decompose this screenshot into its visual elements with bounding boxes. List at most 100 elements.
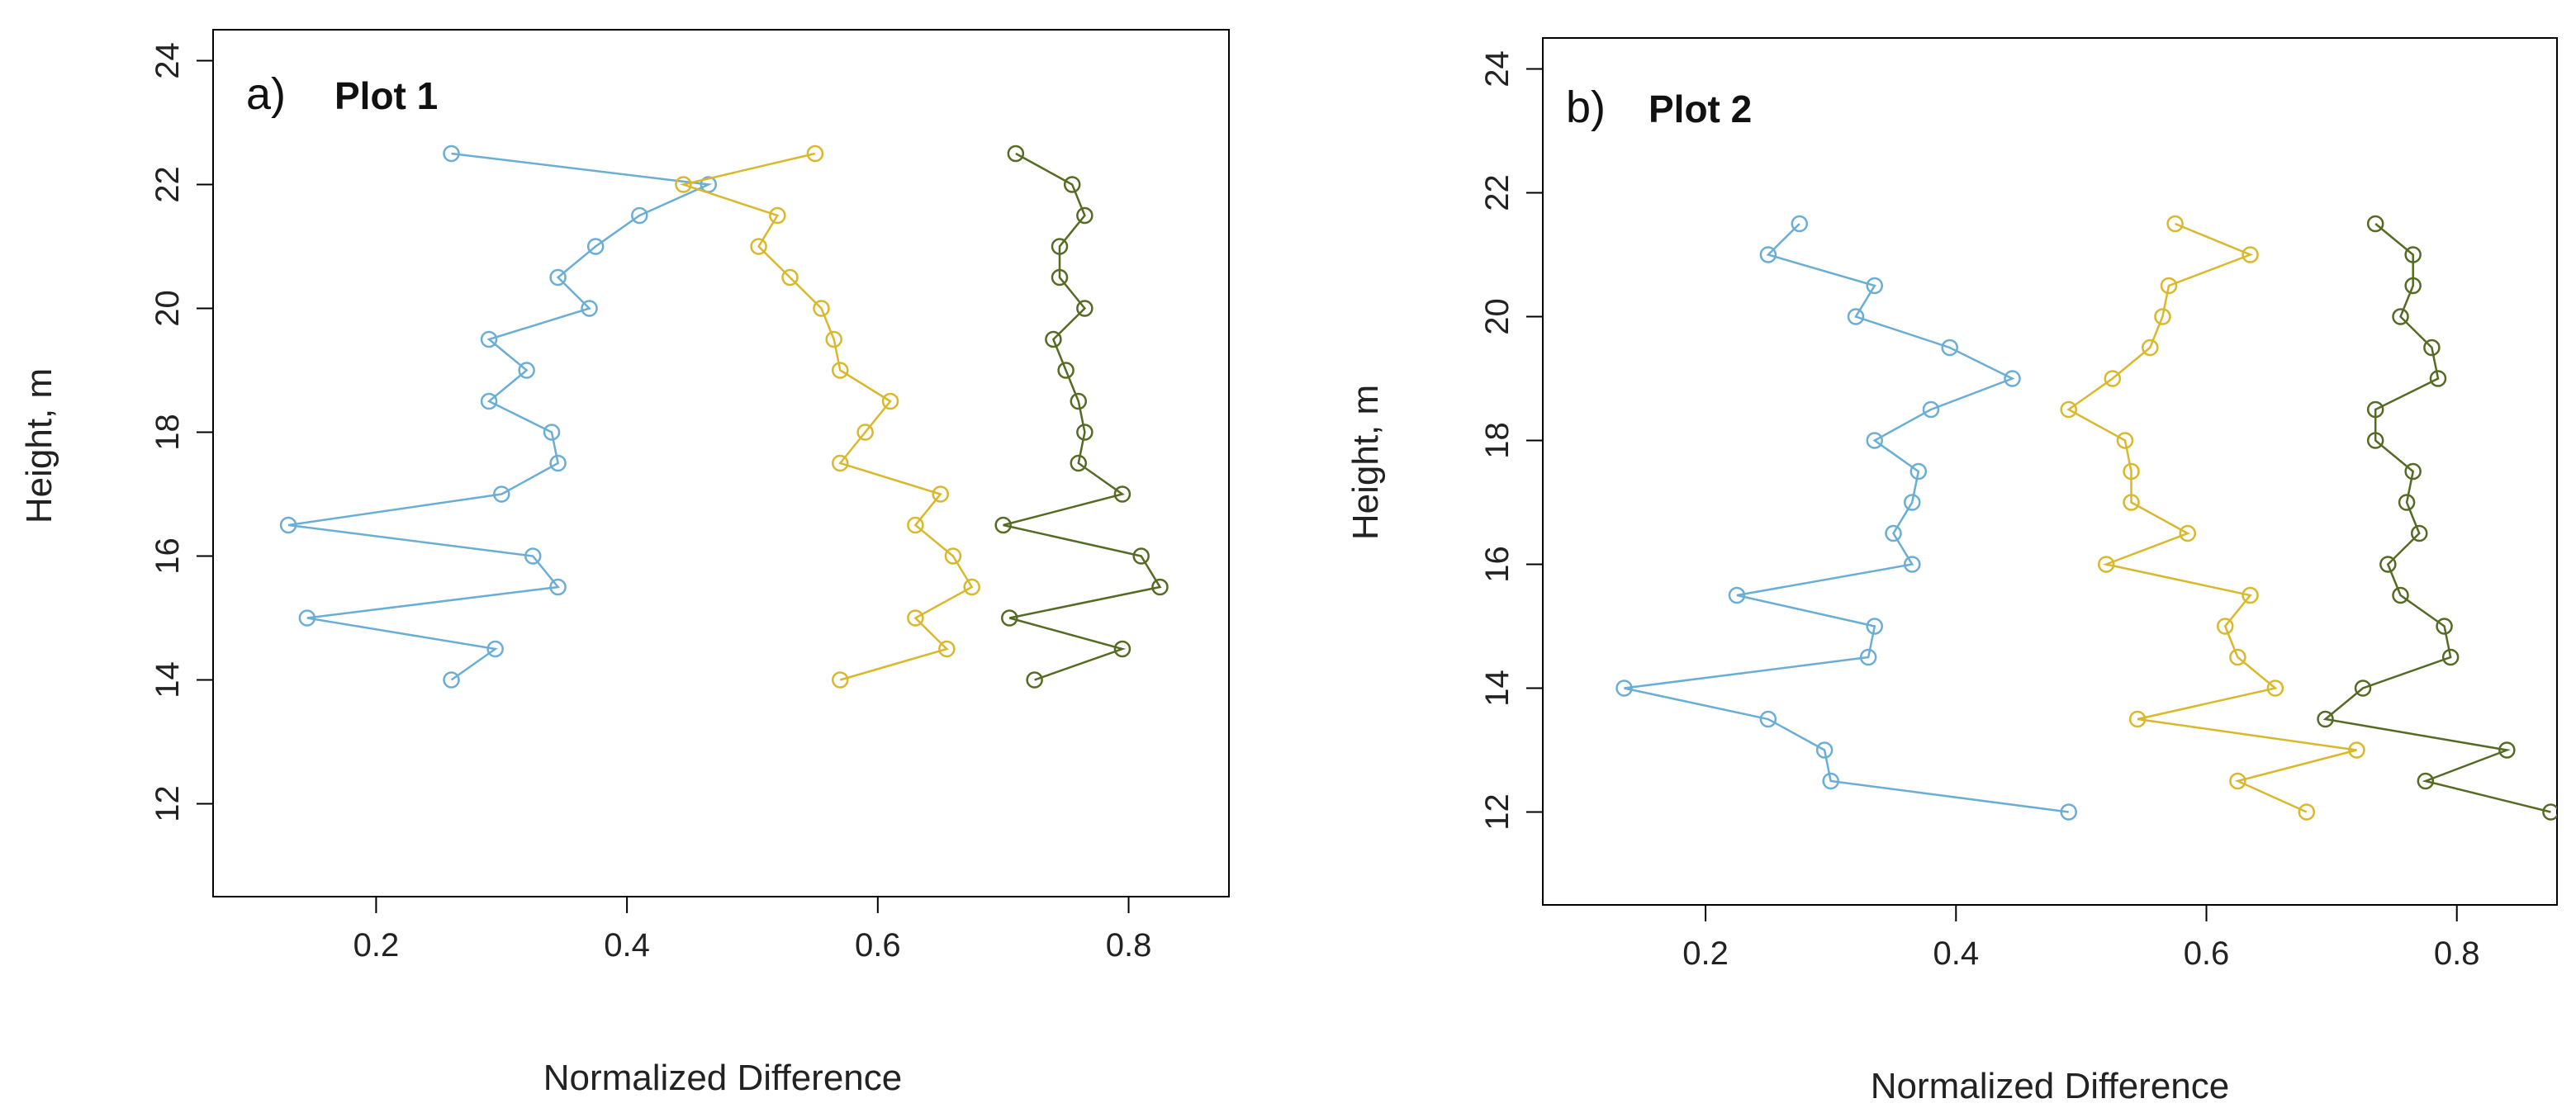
data-point-yellow (2123, 494, 2140, 511)
data-point-yellow (2266, 679, 2284, 697)
x-tick-label: 0.6 (2184, 935, 2230, 972)
data-point-green (1057, 362, 1075, 379)
y-tick-label: 18 (149, 414, 186, 451)
data-point-blue (486, 640, 504, 658)
x-tick-label: 0.6 (855, 927, 901, 964)
data-point-green (2366, 432, 2384, 449)
y-tick-label: 22 (1479, 174, 1516, 211)
y-tick-label: 20 (149, 290, 186, 327)
data-point-blue (1909, 462, 1928, 481)
data-point-blue (480, 330, 498, 348)
data-point-blue (524, 547, 542, 565)
data-point-green (1151, 578, 1169, 596)
data-point-green (2317, 710, 2334, 728)
data-point-blue (1859, 648, 1877, 666)
series-green (994, 144, 1169, 689)
data-point-yellow (907, 609, 924, 627)
data-point-blue (518, 362, 535, 379)
data-point-yellow (2242, 246, 2259, 263)
data-point-yellow (832, 671, 849, 689)
data-point-blue (1866, 618, 1884, 635)
x-tick-label: 0.4 (604, 927, 650, 964)
series-yellow (2060, 215, 2365, 821)
y-tick-label: 16 (1479, 546, 1516, 583)
series-line-blue (1624, 223, 2069, 813)
data-point-blue (1941, 339, 1958, 357)
y-axis-label: Height, m (19, 368, 59, 523)
data-point-blue (1847, 308, 1865, 325)
data-point-blue (549, 454, 567, 472)
data-point-yellow (2128, 710, 2147, 728)
data-point-blue (1759, 710, 1777, 728)
plot-frame (212, 29, 1230, 897)
data-point-yellow (932, 485, 949, 503)
data-point-blue (1615, 679, 1633, 697)
data-point-yellow (2166, 215, 2184, 233)
data-point-blue (1922, 400, 1940, 419)
data-point-green (2354, 679, 2372, 697)
data-point-green (2404, 462, 2422, 481)
data-point-yellow (2160, 277, 2178, 295)
series-line-yellow (2066, 222, 2357, 813)
data-point-green (2392, 308, 2409, 325)
data-point-green (1132, 547, 1150, 565)
data-point-blue (1815, 741, 1834, 759)
data-point-yellow (813, 300, 830, 317)
chart-plot-2-svg: b) Plot 2 Normalized Difference Height, … (1345, 37, 2558, 1106)
data-point-green (1070, 392, 1088, 410)
data-point-green (1026, 671, 1043, 689)
data-point-green (1113, 485, 1131, 503)
data-point-blue (1885, 524, 1902, 542)
chart-plot-2: b) Plot 2 Normalized Difference Height, … (1288, 0, 2576, 1108)
data-point-green (1051, 238, 1069, 255)
data-point-blue (1822, 772, 1839, 790)
data-point-green (1051, 268, 1069, 286)
data-point-green (2398, 494, 2416, 511)
data-point-blue (581, 300, 598, 317)
data-point-green (2366, 400, 2384, 419)
data-point-blue (2004, 370, 2021, 387)
data-point-green (2366, 215, 2384, 233)
data-point-yellow (806, 144, 824, 163)
data-point-green (1001, 609, 1018, 627)
y-tick-label: 12 (1479, 793, 1516, 831)
data-point-green (2423, 339, 2441, 357)
y-tick-label: 14 (1479, 670, 1516, 707)
data-point-blue (1791, 215, 1809, 233)
data-point-yellow (856, 424, 874, 441)
data-point-yellow (881, 392, 899, 410)
data-point-yellow (832, 362, 849, 379)
data-point-blue (493, 485, 510, 503)
data-point-blue (586, 238, 605, 255)
y-tick-label: 12 (149, 785, 186, 822)
data-point-yellow (2229, 648, 2246, 666)
data-point-green (2404, 246, 2422, 263)
y-tick-label: 16 (149, 537, 186, 575)
data-point-green (2498, 741, 2516, 759)
series-line-yellow (679, 152, 974, 681)
data-point-green (1007, 144, 1025, 163)
data-point-green (2429, 370, 2447, 387)
data-point-green (2542, 803, 2557, 821)
data-point-blue (1866, 432, 1884, 449)
data-point-yellow (944, 547, 962, 565)
series-blue (279, 144, 718, 689)
data-point-yellow (2142, 339, 2159, 357)
x-tick-label: 0.8 (2434, 935, 2480, 972)
data-point-green (2436, 618, 2453, 635)
data-point-green (2417, 772, 2435, 790)
chart-plot-1-svg: a) Plot 1 Normalized Difference Height, … (19, 29, 1230, 1098)
data-point-yellow (2179, 524, 2197, 542)
data-point-blue (1903, 494, 1921, 511)
data-point-blue (549, 268, 567, 286)
x-tick-label: 0.2 (1682, 935, 1729, 972)
data-point-yellow (2348, 741, 2365, 759)
data-point-blue (443, 144, 460, 163)
data-point-blue (549, 578, 567, 596)
data-point-yellow (963, 578, 980, 596)
data-point-yellow (938, 640, 956, 658)
data-point-blue (1866, 277, 1884, 295)
data-point-yellow (832, 454, 849, 472)
panel-letter: a) (246, 69, 286, 119)
data-point-yellow (2298, 803, 2316, 821)
